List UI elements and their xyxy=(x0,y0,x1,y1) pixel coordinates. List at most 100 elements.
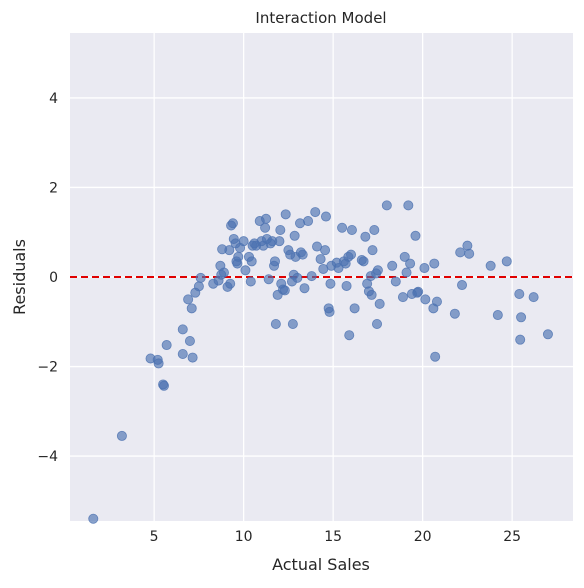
data-point xyxy=(320,245,331,256)
data-point xyxy=(344,330,355,341)
data-point xyxy=(397,292,408,303)
data-point xyxy=(492,310,503,321)
data-point xyxy=(177,324,188,335)
data-point xyxy=(516,312,527,323)
data-point xyxy=(381,200,392,211)
data-point xyxy=(387,260,398,271)
data-point xyxy=(186,303,197,314)
data-point xyxy=(403,200,414,211)
data-point xyxy=(413,286,424,297)
data-point xyxy=(161,340,172,351)
data-point xyxy=(274,236,285,247)
data-point xyxy=(333,263,344,274)
data-point xyxy=(238,236,249,247)
data-point xyxy=(430,351,441,362)
data-point xyxy=(455,247,466,258)
data-point xyxy=(245,276,256,287)
data-point xyxy=(419,263,430,274)
data-point xyxy=(310,207,321,218)
data-point xyxy=(325,278,336,289)
data-point xyxy=(315,254,326,265)
data-point xyxy=(371,319,382,330)
x-tick-label: 10 xyxy=(235,529,253,545)
data-point xyxy=(367,245,378,256)
data-point xyxy=(195,272,206,283)
data-point xyxy=(429,258,440,269)
data-point xyxy=(390,276,401,287)
x-tick-label: 5 xyxy=(150,529,159,545)
data-point xyxy=(227,218,238,229)
data-point xyxy=(270,319,281,330)
data-points xyxy=(88,200,553,524)
x-axis-label: Actual Sales xyxy=(272,555,370,574)
data-point xyxy=(275,224,286,235)
y-tick-label: −2 xyxy=(37,360,58,376)
tick-labels: 5 10 15 20 25 −4 −2 0 2 4 xyxy=(37,91,521,545)
data-point xyxy=(464,248,475,259)
data-point xyxy=(88,513,99,524)
x-tick-label: 15 xyxy=(324,529,342,545)
data-point xyxy=(280,209,291,220)
data-point xyxy=(187,352,198,363)
data-point xyxy=(261,213,272,224)
data-point xyxy=(246,256,257,267)
data-point xyxy=(184,336,195,347)
data-point xyxy=(449,308,460,319)
data-point xyxy=(320,211,331,222)
data-point xyxy=(485,260,496,271)
x-tick-label: 25 xyxy=(503,529,521,545)
data-point xyxy=(337,222,348,233)
data-point xyxy=(303,216,314,227)
data-point xyxy=(324,306,335,317)
data-point xyxy=(292,272,303,283)
chart-title: Interaction Model xyxy=(255,9,386,27)
y-axis-label: Residuals xyxy=(10,239,29,315)
data-point xyxy=(341,280,352,291)
x-tick-label: 20 xyxy=(414,529,432,545)
data-point xyxy=(410,230,421,241)
data-point xyxy=(399,251,410,262)
data-point xyxy=(287,319,298,330)
data-point xyxy=(372,265,383,276)
data-point xyxy=(360,231,371,242)
data-point xyxy=(260,222,271,233)
data-point xyxy=(225,278,236,289)
y-tick-label: 2 xyxy=(49,180,58,196)
data-point xyxy=(297,249,308,260)
data-point xyxy=(263,274,274,285)
data-point xyxy=(306,271,317,282)
data-point xyxy=(269,256,280,267)
data-point xyxy=(374,298,385,309)
data-point xyxy=(542,329,553,340)
data-point xyxy=(116,430,127,441)
data-point xyxy=(233,251,244,262)
data-point xyxy=(240,265,251,276)
data-point xyxy=(346,224,357,235)
data-point xyxy=(358,256,369,267)
data-point xyxy=(218,267,229,278)
data-point xyxy=(349,303,360,314)
data-point xyxy=(420,294,431,305)
data-point xyxy=(183,294,194,305)
data-point xyxy=(299,283,310,294)
data-point xyxy=(177,349,188,360)
data-point xyxy=(405,258,416,269)
data-point xyxy=(369,224,380,235)
y-tick-label: −4 xyxy=(37,449,58,465)
y-tick-label: 0 xyxy=(49,270,58,286)
data-point xyxy=(289,230,300,241)
data-point xyxy=(462,240,473,251)
data-point xyxy=(224,245,235,256)
data-point xyxy=(279,285,290,296)
data-point xyxy=(366,289,377,300)
data-point xyxy=(193,281,204,292)
data-point xyxy=(528,292,539,303)
data-point xyxy=(501,256,512,267)
data-point xyxy=(457,280,468,291)
data-point xyxy=(158,380,169,391)
data-point xyxy=(401,267,412,278)
data-point xyxy=(153,358,164,369)
data-point xyxy=(431,296,442,307)
data-point xyxy=(346,249,357,260)
